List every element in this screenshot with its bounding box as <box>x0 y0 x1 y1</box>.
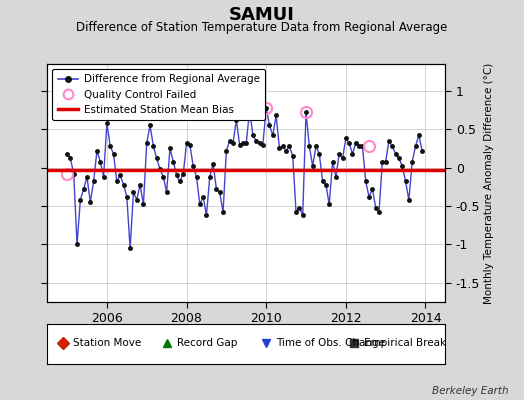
Y-axis label: Monthly Temperature Anomaly Difference (°C): Monthly Temperature Anomaly Difference (… <box>485 62 495 304</box>
Text: SAMUI: SAMUI <box>229 6 295 24</box>
Text: Time of Obs. Change: Time of Obs. Change <box>276 338 385 348</box>
Text: Station Move: Station Move <box>73 338 141 348</box>
Text: Berkeley Earth: Berkeley Earth <box>432 386 508 396</box>
Text: Empirical Break: Empirical Break <box>364 338 446 348</box>
Legend: Difference from Regional Average, Quality Control Failed, Estimated Station Mean: Difference from Regional Average, Qualit… <box>52 69 265 120</box>
Text: Difference of Station Temperature Data from Regional Average: Difference of Station Temperature Data f… <box>77 21 447 34</box>
Text: Record Gap: Record Gap <box>177 338 237 348</box>
